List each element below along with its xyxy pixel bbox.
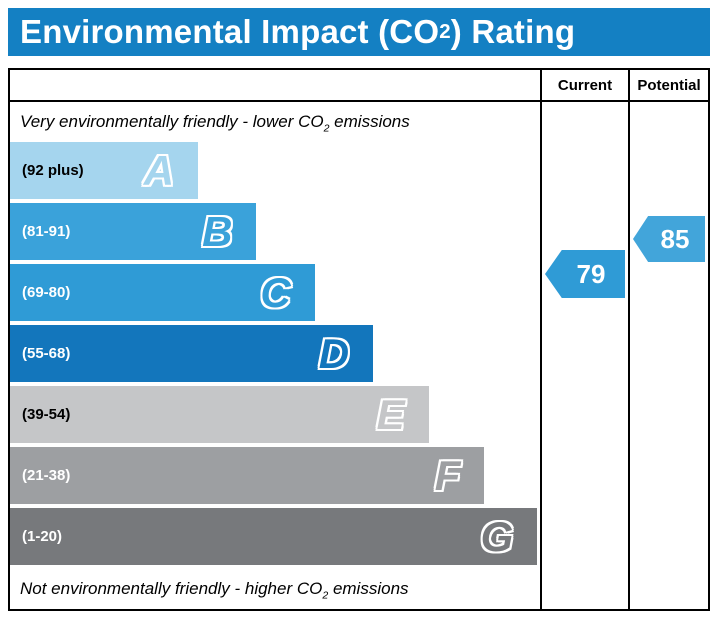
rating-band-b: (81-91) B: [10, 203, 257, 260]
current-rating-column: 79: [540, 102, 628, 609]
rating-band-d: (55-68) D: [10, 325, 374, 382]
current-column-header: Current: [540, 70, 628, 100]
rating-band-a: (92 plus) A: [10, 142, 199, 199]
band-range-label: (39-54): [22, 406, 71, 423]
rating-band-f: (21-38) F: [10, 447, 485, 504]
rating-table: Current Potential Very environmentally f…: [8, 68, 710, 611]
potential-rating-column: 85: [628, 102, 708, 609]
rating-band-e: (39-54) E: [10, 386, 429, 443]
band-range-label: (92 plus): [22, 162, 84, 179]
current-rating-value: 79: [576, 258, 606, 289]
band-letter: G: [480, 512, 514, 560]
rating-table-body: Very environmentally friendly - lower CO…: [10, 102, 708, 609]
bottom-note: Not environmentally friendly - higher CO…: [20, 579, 409, 602]
rating-band-c: (69-80) C: [10, 264, 315, 321]
potential-column-header: Potential: [628, 70, 708, 100]
band-range-label: (69-80): [22, 284, 71, 301]
band-range-label: (55-68): [22, 345, 71, 362]
band-range-label: (21-38): [22, 467, 71, 484]
band-letter: C: [260, 268, 291, 316]
header-chart-spacer: [10, 70, 540, 100]
title-text-prefix: Environmental Impact (CO: [20, 13, 440, 50]
top-note: Very environmentally friendly - lower CO…: [20, 112, 410, 135]
band-letter: F: [434, 451, 461, 499]
rating-table-header: Current Potential: [10, 70, 708, 102]
band-letter: D: [318, 329, 350, 377]
potential-rating-value: 85: [660, 223, 690, 254]
page-title: Environmental Impact (CO 2) Rating: [8, 8, 710, 56]
current-rating-arrow: 79: [545, 250, 625, 298]
band-letter: A: [143, 146, 175, 194]
rating-bands: (92 plus) A (81-91) B (69-80) C (55-68) …: [10, 142, 540, 569]
title-text-suffix: ) Rating: [450, 13, 576, 50]
rating-band-g: (1-20) G: [10, 508, 538, 565]
band-range-label: (1-20): [22, 528, 63, 545]
band-range-label: (81-91): [22, 223, 71, 240]
band-letter: E: [376, 390, 405, 438]
band-letter: B: [202, 207, 233, 255]
rating-chart-area: Very environmentally friendly - lower CO…: [10, 102, 540, 609]
potential-rating-arrow: 85: [633, 216, 705, 262]
